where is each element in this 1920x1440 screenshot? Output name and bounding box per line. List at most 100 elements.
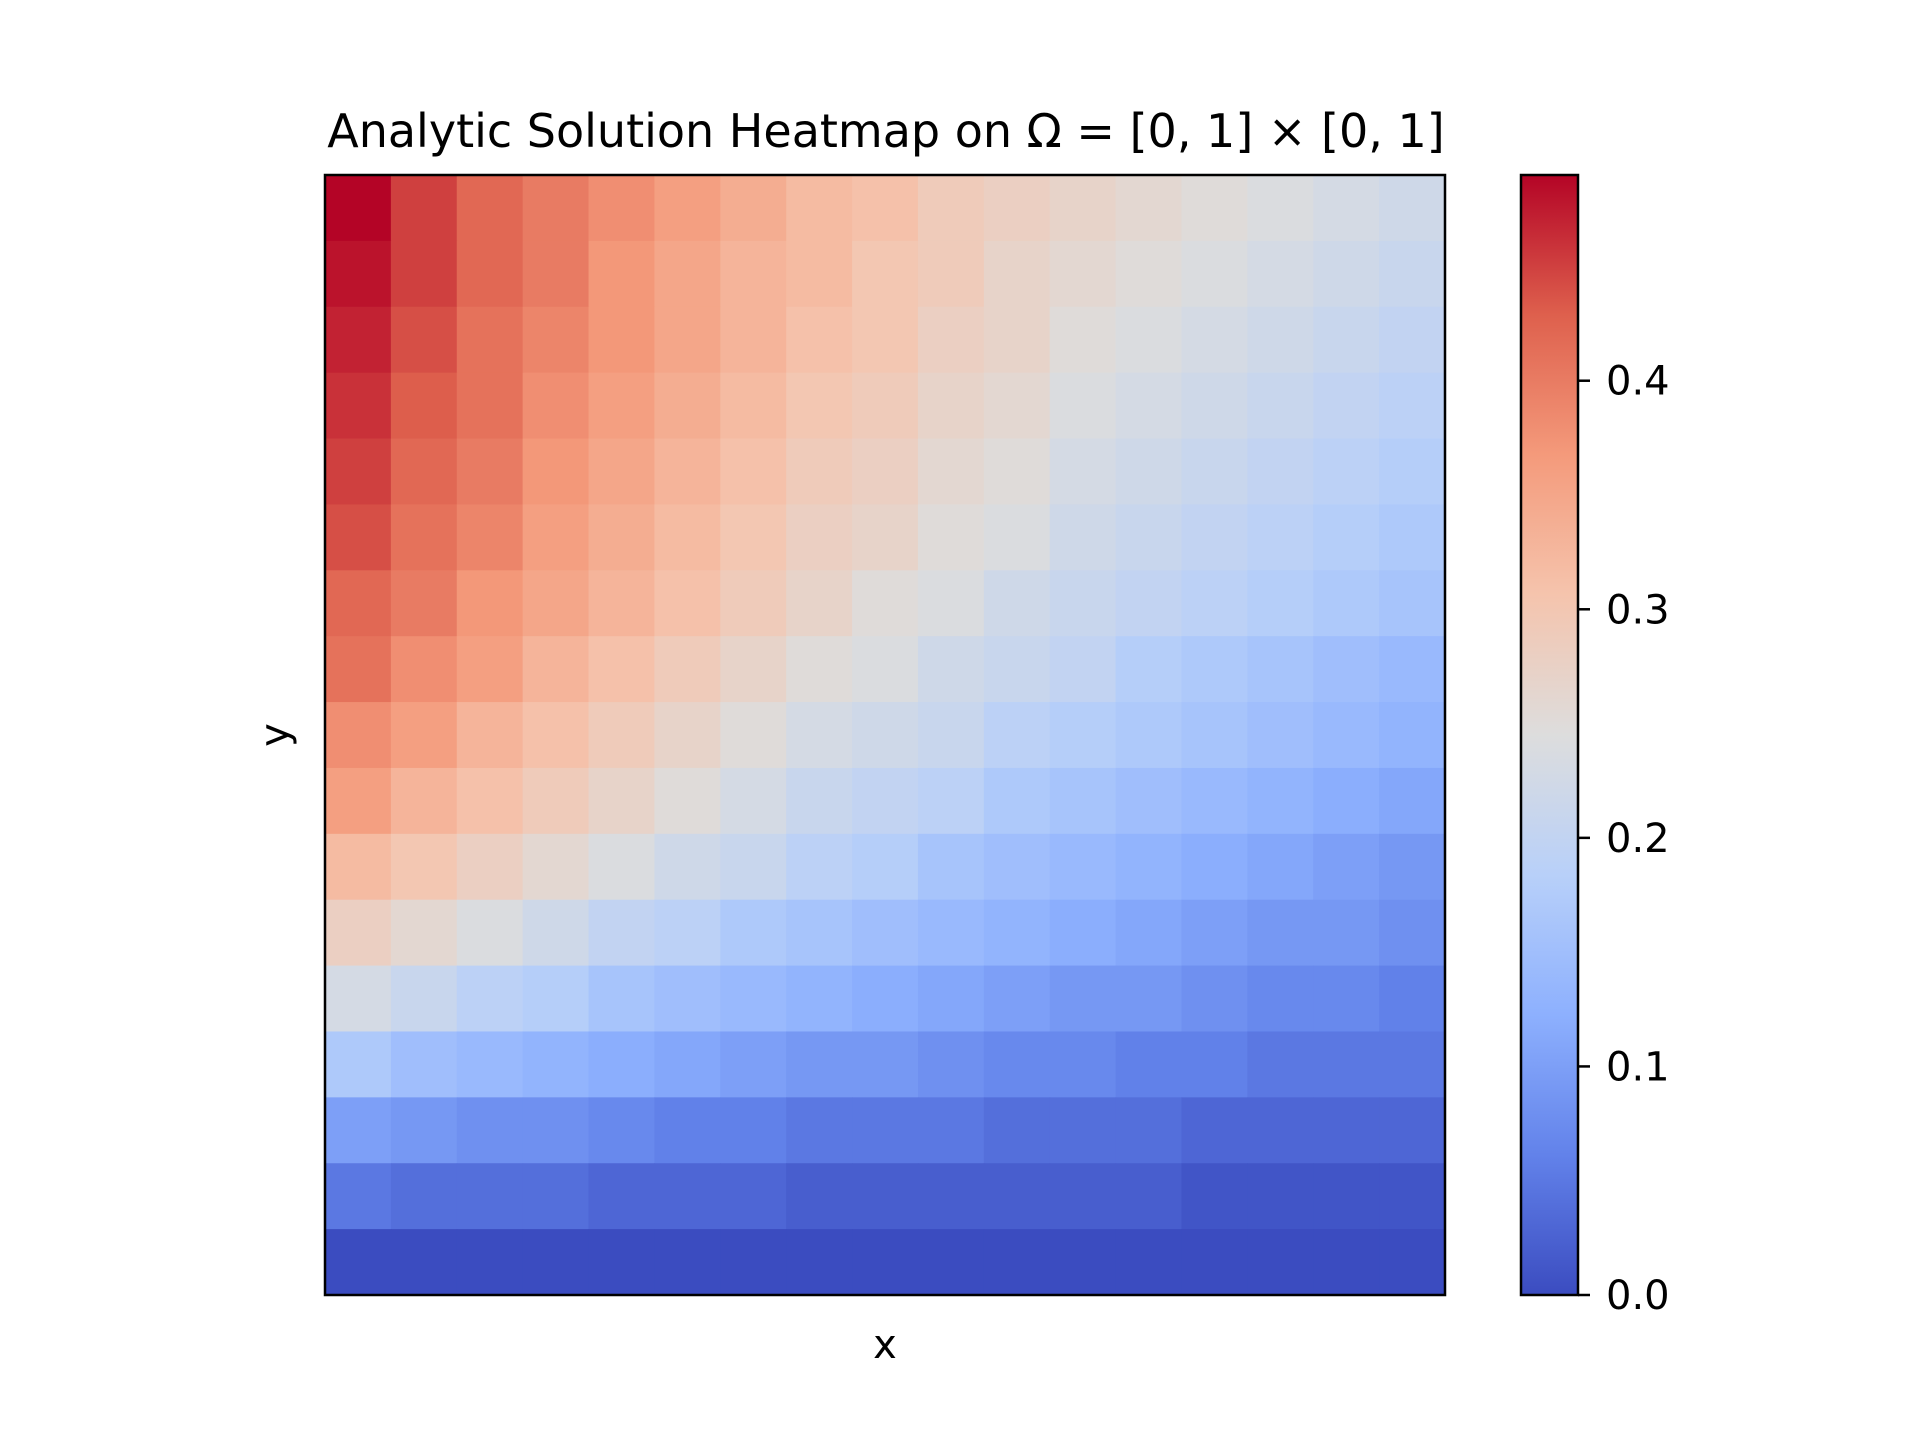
heatmap-cell — [325, 240, 392, 308]
heatmap-cell — [983, 767, 1051, 835]
heatmap-cell — [786, 965, 853, 1033]
heatmap-cell — [1379, 306, 1446, 374]
heatmap-cell — [1247, 767, 1314, 835]
heatmap-cell — [1049, 306, 1117, 374]
heatmap-cell — [588, 175, 656, 242]
heatmap-cell — [1379, 1031, 1446, 1098]
heatmap-cell — [325, 899, 392, 967]
heatmap-cell — [1247, 702, 1314, 769]
heatmap-cell — [390, 1031, 458, 1098]
heatmap-cell — [1313, 702, 1380, 769]
heatmap-cell — [1313, 570, 1380, 637]
heatmap-cell — [786, 306, 853, 374]
colorbar-tick-label: 0.1 — [1606, 1044, 1670, 1090]
heatmap-cell — [1313, 372, 1380, 440]
heatmap-cell — [1115, 1229, 1183, 1296]
heatmap-cell — [456, 175, 524, 242]
heatmap-cell — [1181, 899, 1248, 967]
heatmap-cell — [1313, 1097, 1380, 1164]
heatmap-cell — [654, 240, 721, 308]
heatmap-cell — [588, 1229, 656, 1296]
heatmap-cell — [1313, 767, 1380, 835]
heatmap-cell — [1379, 1229, 1446, 1296]
heatmap-cell — [522, 899, 590, 967]
heatmap-cell — [1115, 899, 1183, 967]
heatmap-cell — [390, 240, 458, 308]
colorbar-tick-label: 0.3 — [1606, 587, 1670, 633]
heatmap-cell — [720, 570, 787, 637]
heatmap-cell — [390, 1097, 458, 1164]
heatmap-cell — [720, 636, 787, 703]
heatmap-cell — [1247, 965, 1314, 1033]
heatmap-cell — [390, 438, 458, 506]
heatmap-cell — [983, 833, 1051, 901]
heatmap-cell — [325, 175, 392, 242]
heatmap-cell — [390, 504, 458, 571]
heatmap-cell — [983, 1229, 1051, 1296]
heatmap-cell — [917, 438, 985, 506]
heatmap-cell — [588, 636, 656, 703]
heatmap-cell — [1181, 306, 1248, 374]
heatmap-cell — [325, 372, 392, 440]
heatmap-cell — [1181, 570, 1248, 637]
heatmap-cell — [852, 504, 919, 571]
heatmap-cell — [456, 965, 524, 1033]
heatmap-cell — [654, 570, 721, 637]
heatmap-cell — [654, 1031, 721, 1098]
heatmap-cell — [654, 767, 721, 835]
heatmap-cell — [1049, 1097, 1117, 1164]
heatmap-cell — [654, 833, 721, 901]
heatmap-cell — [390, 175, 458, 242]
heatmap-cell — [852, 306, 919, 374]
heatmap-cell — [720, 702, 787, 769]
heatmap-cell — [1379, 438, 1446, 506]
heatmap-cell — [588, 1097, 656, 1164]
heatmap-cell — [1247, 372, 1314, 440]
heatmap-cell — [720, 306, 787, 374]
heatmap-cell — [654, 1163, 721, 1230]
heatmap-cell — [1379, 833, 1446, 901]
heatmap-cell — [1313, 306, 1380, 374]
heatmap-cell — [456, 636, 524, 703]
heatmap-cell — [720, 438, 787, 506]
heatmap-cell — [456, 1229, 524, 1296]
heatmap-cell — [1247, 1031, 1314, 1098]
heatmap-cell — [1115, 636, 1183, 703]
heatmap-cell — [325, 504, 392, 571]
heatmap-cell — [852, 1031, 919, 1098]
colorbar-tick-label: 0.4 — [1606, 359, 1670, 405]
heatmap-cell — [852, 899, 919, 967]
heatmap-cell — [1247, 504, 1314, 571]
heatmap-cell — [390, 570, 458, 637]
heatmap-cell — [522, 240, 590, 308]
heatmap-cell — [588, 1163, 656, 1230]
heatmap-cell — [325, 833, 392, 901]
heatmap-cell — [983, 306, 1051, 374]
heatmap-cell — [983, 504, 1051, 571]
heatmap-cell — [852, 965, 919, 1033]
heatmap-cell — [390, 306, 458, 374]
heatmap-cell — [1049, 372, 1117, 440]
heatmap-cell — [786, 240, 853, 308]
heatmap-cell — [852, 702, 919, 769]
heatmap-cell — [917, 306, 985, 374]
heatmap-cell — [983, 240, 1051, 308]
heatmap-cell — [522, 504, 590, 571]
heatmap-cell — [1247, 1163, 1314, 1230]
heatmap-cell — [720, 504, 787, 571]
heatmap-cell — [1247, 1097, 1314, 1164]
heatmap-cell — [654, 306, 721, 374]
heatmap-cell — [588, 702, 656, 769]
heatmap-cell — [917, 965, 985, 1033]
heatmap-cell — [325, 1097, 392, 1164]
heatmap-cell — [456, 504, 524, 571]
heatmap-cell — [1049, 1229, 1117, 1296]
heatmap-cell — [325, 438, 392, 506]
heatmap-cell — [390, 372, 458, 440]
heatmap-cell — [522, 306, 590, 374]
heatmap-cell — [654, 438, 721, 506]
heatmap-cell — [588, 1031, 656, 1098]
heatmap-cell — [522, 1031, 590, 1098]
heatmap-cell — [522, 1163, 590, 1230]
heatmap-cell — [1181, 1229, 1248, 1296]
